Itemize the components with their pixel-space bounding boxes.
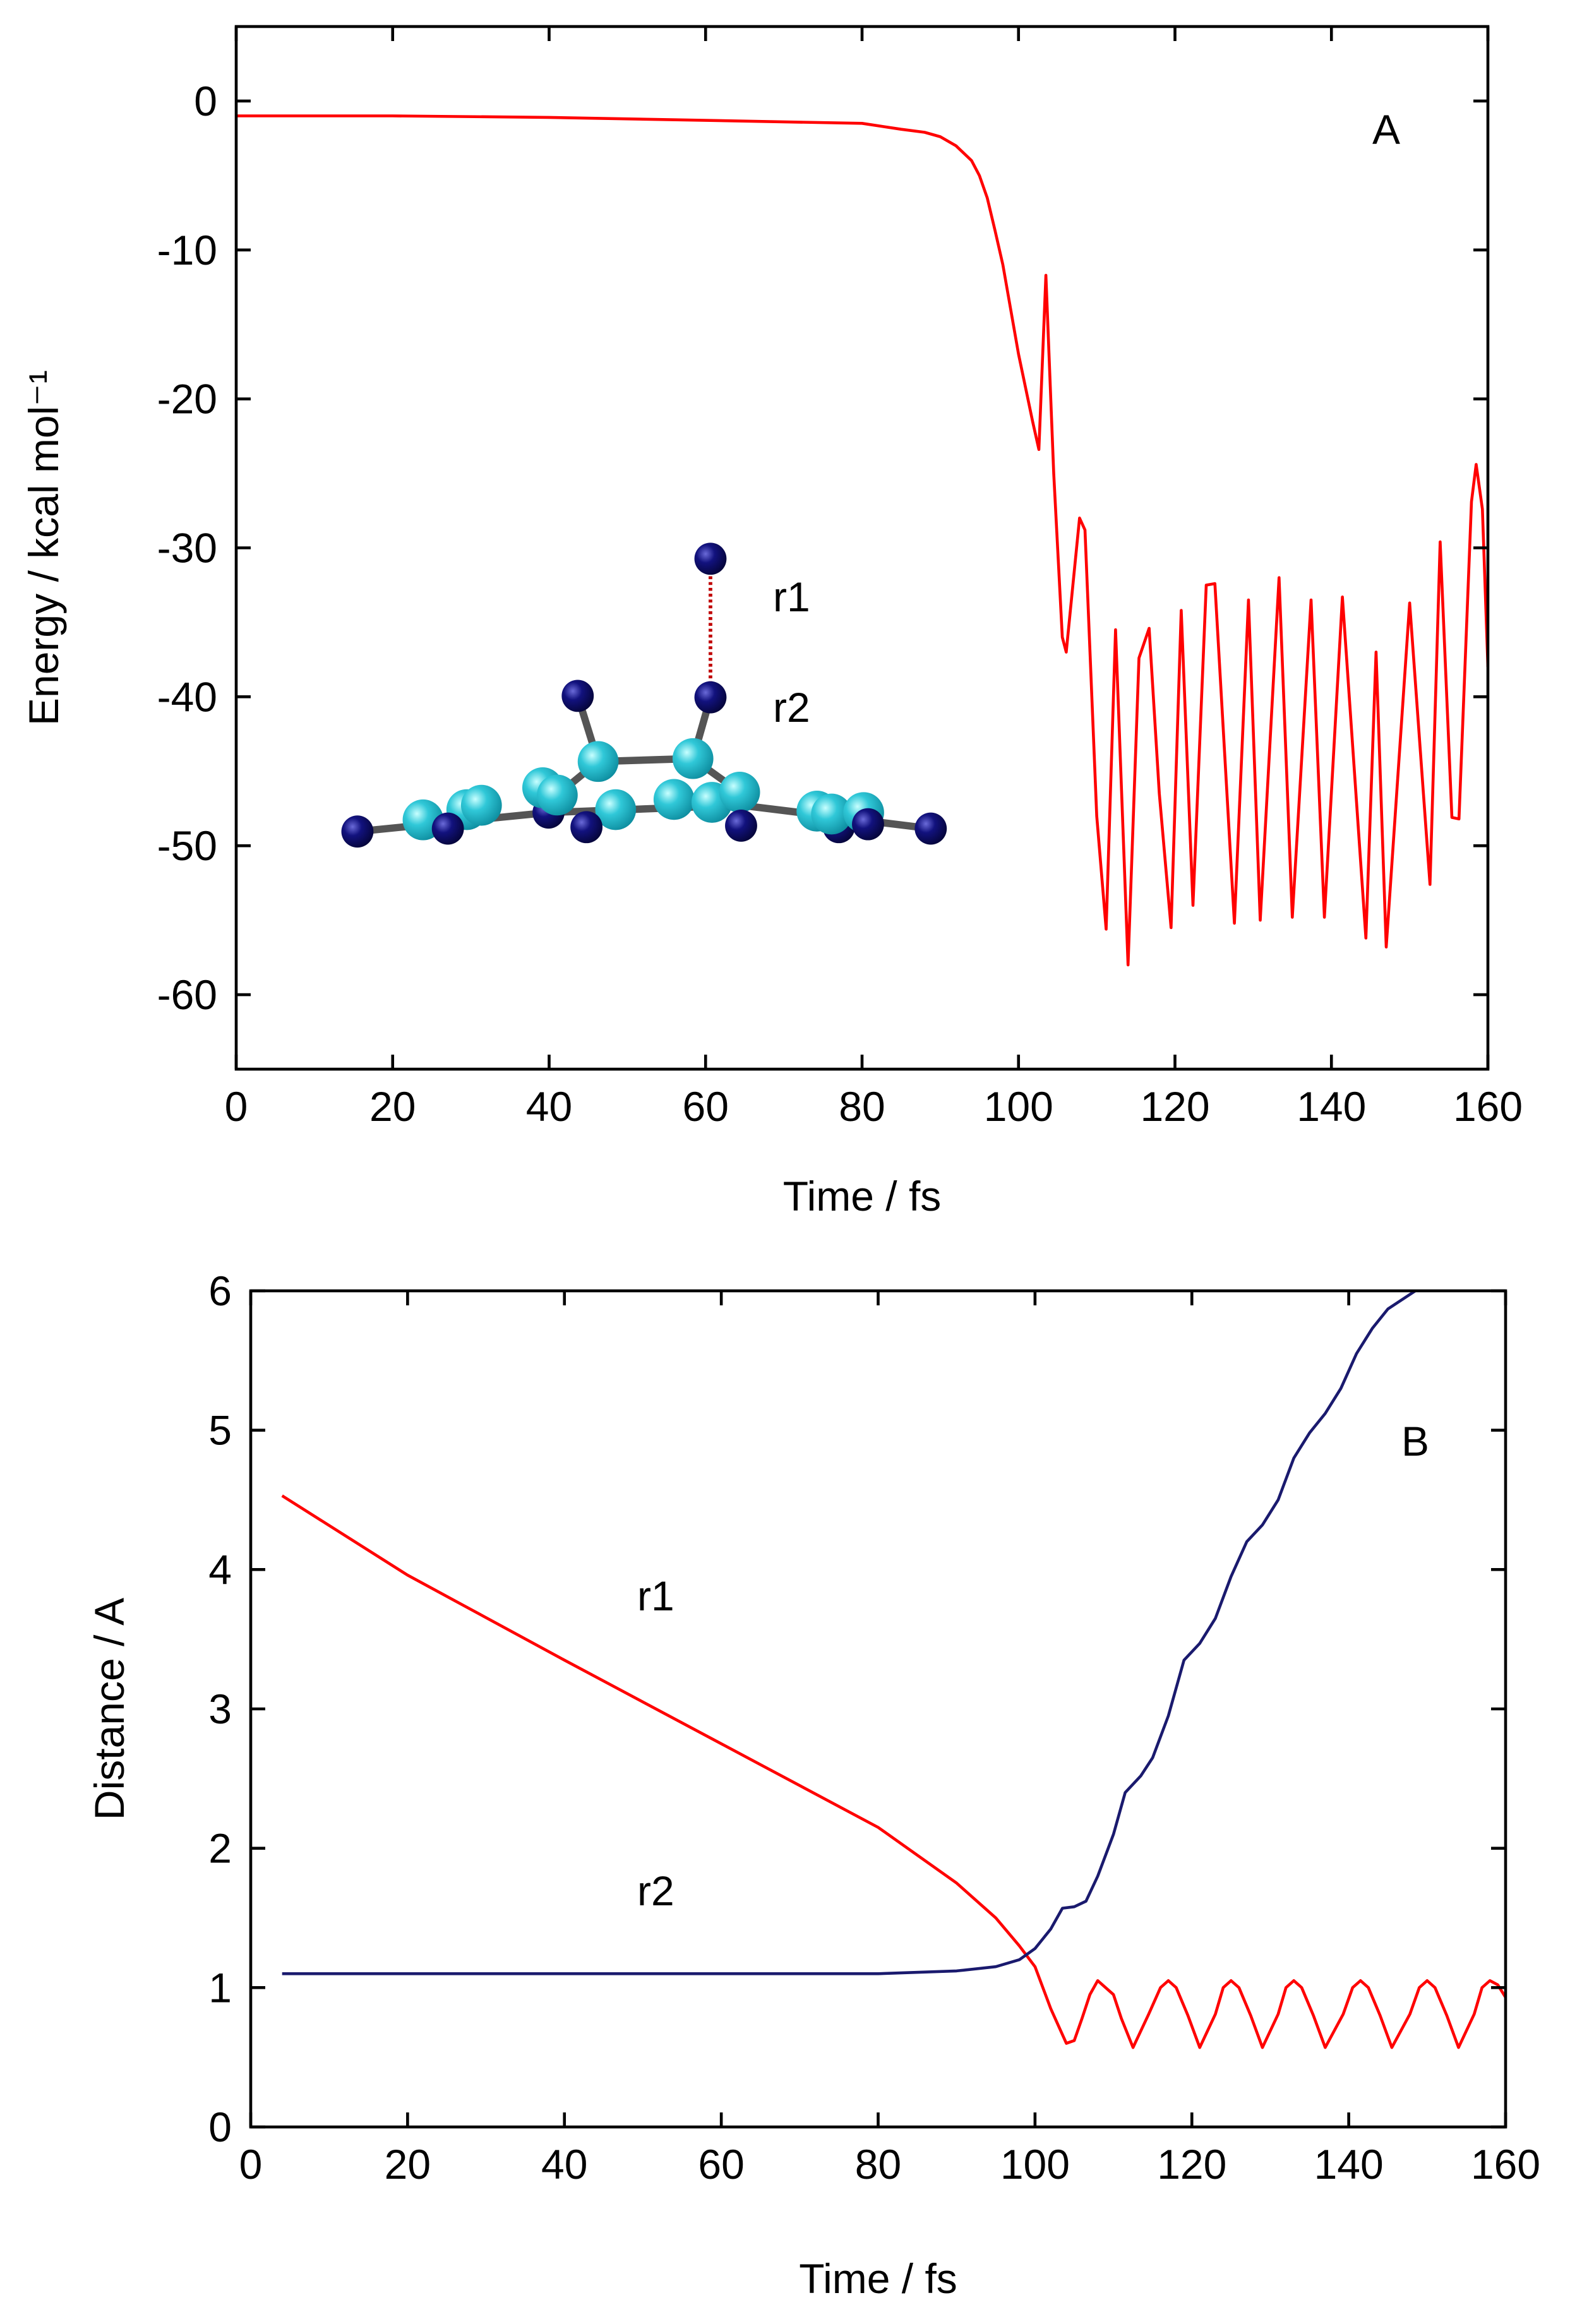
panel-label: B — [1401, 1418, 1429, 1464]
x-tick-label: 80 — [855, 2141, 901, 2188]
y-axis-label: Distance / A — [86, 1598, 133, 1820]
y-tick-label: 2 — [208, 1825, 232, 1872]
x-tick-label: 0 — [239, 2141, 263, 2188]
y-tick-label: 5 — [208, 1407, 232, 1454]
x-tick-label: 0 — [225, 1083, 248, 1130]
data-line — [281, 1494, 1506, 2049]
y-tick-label: -20 — [157, 376, 217, 422]
y-tick-label: 3 — [208, 1686, 232, 1732]
y-tick-label: 0 — [194, 78, 217, 124]
x-tick-label: 120 — [1140, 1083, 1209, 1130]
plot-area — [236, 114, 1488, 967]
annotation: r1 — [773, 573, 810, 620]
molecule-inset — [341, 542, 947, 848]
plot-area — [281, 1291, 1506, 2049]
x-tick-label: 20 — [385, 2141, 431, 2188]
x-tick-label: 140 — [1314, 2141, 1384, 2188]
data-line — [236, 114, 1488, 967]
x-tick-label: 40 — [541, 2141, 587, 2188]
y-tick-label: -40 — [157, 673, 217, 720]
y-tick-label: 1 — [208, 1964, 232, 2011]
x-tick-label: 160 — [1453, 1083, 1523, 1130]
x-tick-label: 120 — [1157, 2141, 1226, 2188]
x-tick-label: 80 — [839, 1083, 885, 1130]
x-tick-label: 20 — [369, 1083, 416, 1130]
x-axis-label: Time / fs — [783, 1173, 942, 1219]
y-tick-label: -10 — [157, 227, 217, 273]
y-tick-label: -30 — [157, 525, 217, 572]
plot-frame — [249, 1289, 1507, 2129]
y-tick-label: -60 — [157, 971, 217, 1018]
x-tick-label: 140 — [1297, 1083, 1366, 1130]
x-tick-label: 100 — [984, 1083, 1053, 1130]
y-axis-label: Energy / kcal mol⁻¹ — [20, 370, 67, 726]
data-line — [282, 1291, 1417, 1975]
plot-frame — [234, 25, 1490, 1071]
x-tick-label: 40 — [526, 1083, 572, 1130]
annotation: r2 — [773, 684, 810, 731]
y-tick-label: 0 — [208, 2104, 232, 2150]
x-tick-label: 100 — [1000, 2141, 1070, 2188]
x-axis-label: Time / fs — [799, 2255, 957, 2302]
panel-label: A — [1372, 106, 1400, 153]
x-tick-label: 60 — [698, 2141, 744, 2188]
y-tick-label: 4 — [208, 1546, 232, 1593]
annotation: r1 — [637, 1572, 674, 1619]
y-tick-label: 6 — [208, 1267, 232, 1314]
x-tick-label: 160 — [1471, 2141, 1540, 2188]
annotation: r2 — [637, 1867, 674, 1914]
y-tick-label: -50 — [157, 822, 217, 869]
x-tick-label: 60 — [683, 1083, 729, 1130]
